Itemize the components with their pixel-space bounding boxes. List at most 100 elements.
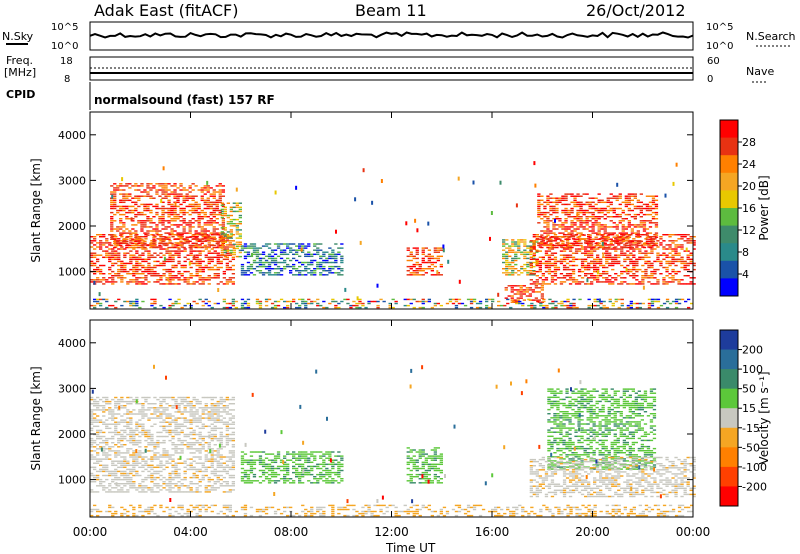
power-echo-cell-0 <box>168 281 172 283</box>
power-echo-cell-8 <box>588 216 592 218</box>
velocity-echo-cell-0 <box>204 405 208 407</box>
power-echo-cell-4 <box>436 249 441 251</box>
velocity-echo-cell-0 <box>174 417 178 419</box>
power-echo-cell-7 <box>605 240 609 242</box>
power-echo-cell-1 <box>143 222 147 224</box>
power-echo-cell-3 <box>307 255 311 258</box>
power-echo-cell-7 <box>623 258 627 261</box>
velocity-echo-cell-0 <box>216 421 220 423</box>
power-echo-cell-8 <box>555 207 559 210</box>
power-echo-cell-5 <box>537 287 542 289</box>
power-echo-cell-8 <box>579 234 583 236</box>
power-echo-cell-4 <box>421 268 425 270</box>
velocity-echo-cell-0 <box>153 472 157 475</box>
power-echo-cell-3 <box>322 261 326 264</box>
power-echo-cell-7 <box>653 283 657 285</box>
power-echo-cell-9 <box>310 300 314 303</box>
velocity-echo-cell-0 <box>114 427 118 430</box>
power-echo-cell-7 <box>632 268 636 271</box>
power-echo-cell-6 <box>520 268 524 270</box>
power-echo-cell-7 <box>599 258 603 261</box>
power-echo-cell-8 <box>585 201 589 204</box>
power-echo-cell-0 <box>147 256 151 259</box>
power-echo-cell-8 <box>630 199 635 202</box>
velocity-echo-cell-0 <box>156 476 160 479</box>
power-echo-cell-1 <box>155 193 159 195</box>
power-echo-cell-7 <box>635 246 639 248</box>
power-echo-cell-8 <box>570 201 574 204</box>
power-echo-cell-2 <box>223 206 228 209</box>
power-echo-cell-8 <box>579 232 583 234</box>
velocity-echo-cell-0 <box>153 478 157 481</box>
power-echo-cell-8 <box>630 195 635 197</box>
power-scatter-point <box>121 177 124 182</box>
power-echo-cell-8 <box>615 197 619 199</box>
power-echo-cell-9 <box>451 302 456 305</box>
power-echo-cell-4 <box>439 274 444 276</box>
power-echo-cell-8 <box>654 203 659 206</box>
velocity-echo-cell-0 <box>114 478 118 481</box>
power-echo-cell-7 <box>532 258 537 261</box>
power-echo-cell-1 <box>122 240 126 243</box>
power-echo-cell-1 <box>134 236 138 238</box>
velocity-echo-cell-0 <box>201 470 205 473</box>
power-echo-cell-0 <box>111 256 115 259</box>
power-echo-cell-1 <box>173 195 177 197</box>
velocity-echo-cell-0 <box>189 433 193 436</box>
power-echo-cell-8 <box>633 207 638 210</box>
power-echo-cell-1 <box>197 222 201 224</box>
velocity-echo-cell-0 <box>210 458 214 460</box>
power-echo-cell-3 <box>246 247 251 249</box>
velocity-echo-cell-0 <box>141 489 145 491</box>
power-echo-cell-7 <box>632 264 636 267</box>
power-echo-cell-8 <box>576 232 580 234</box>
velocity-echo-cell-0 <box>183 472 187 475</box>
velocity-echo-cell-0 <box>192 491 196 493</box>
velocity-echo-cell-0 <box>93 400 97 403</box>
power-echo-cell-9 <box>192 300 196 303</box>
velocity-echo-cell-0 <box>117 460 121 462</box>
power-echo-cell-4 <box>415 249 419 251</box>
power-echo-cell-5 <box>540 295 545 297</box>
power-echo-cell-8 <box>546 224 550 226</box>
velocity-echo-cell-0 <box>132 437 136 440</box>
power-echo-cell-1 <box>194 244 198 247</box>
power-echo-cell-9 <box>632 302 637 305</box>
power-echo-cell-8 <box>546 226 550 228</box>
power-echo-cell-0 <box>201 266 205 269</box>
power-echo-cell-3 <box>240 265 245 268</box>
velocity-echo-cell-0 <box>132 456 136 458</box>
power-echo-cell-8 <box>591 246 595 249</box>
power-echo-cell-6 <box>505 255 509 258</box>
velocity-echo-cell-0 <box>210 472 214 475</box>
power-echo-cell-9 <box>647 302 652 305</box>
power-echo-cell-0 <box>189 250 193 252</box>
power-echo-cell-3 <box>252 245 257 247</box>
power-echo-cell-5 <box>510 297 514 299</box>
power-echo-cell-8 <box>654 199 659 202</box>
power-echo-cell-0 <box>90 279 94 281</box>
power-echo-cell-9 <box>687 298 691 301</box>
power-echo-cell-7 <box>529 240 534 242</box>
velocity-echo-cell-0 <box>141 485 145 487</box>
power-echo-cell-3 <box>313 259 317 262</box>
power-echo-cell-7 <box>541 275 546 277</box>
power-echo-cell-1 <box>113 201 117 204</box>
power-echo-cell-1 <box>176 218 180 220</box>
velocity-echo-cell-0 <box>177 411 181 413</box>
power-echo-cell-1 <box>143 213 147 216</box>
power-echo-cell-0 <box>114 258 118 261</box>
power-echo-cell-1 <box>152 222 156 224</box>
power-echo-cell-1 <box>188 226 192 228</box>
power-echo-cell-3 <box>322 253 326 256</box>
power-echo-cell-7 <box>593 270 597 273</box>
power-echo-cell-8 <box>600 201 604 204</box>
power-echo-cell-7 <box>647 277 651 279</box>
power-echo-cell-3 <box>319 243 323 245</box>
power-echo-cell-5 <box>516 297 520 299</box>
power-echo-cell-0 <box>156 273 160 275</box>
power-echo-cell-3 <box>331 257 335 260</box>
velocity-echo-cell-0 <box>201 411 205 413</box>
power-echo-cell-7 <box>559 283 564 285</box>
velocity-echo-cell-0 <box>111 409 115 411</box>
